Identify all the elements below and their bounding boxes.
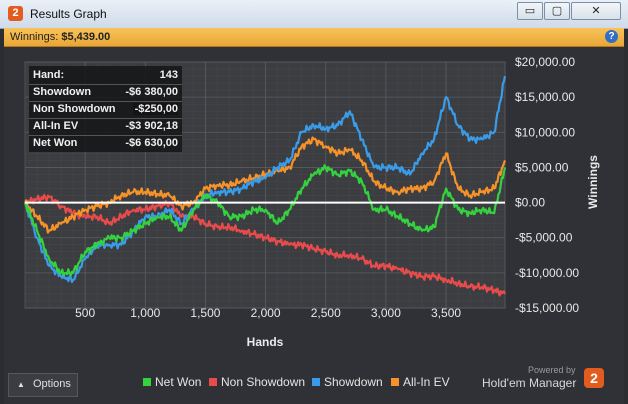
window-title: Results Graph: [30, 7, 107, 21]
divider: [29, 84, 182, 85]
series-line-net-won: [24, 164, 507, 277]
stats-label: Hand:: [33, 69, 65, 81]
x-tick-labels: 500 1,000 1,500 2,000 2,500 3,000 3,500: [75, 306, 461, 320]
x-axis-label: Hands: [247, 335, 284, 349]
stats-value: -$250,00: [132, 103, 178, 115]
restore-button[interactable]: ▢: [544, 2, 570, 20]
stats-label: Net Won: [33, 137, 78, 149]
y-tick-label: -$5,000.00: [515, 231, 573, 245]
stats-value: -$6 380,00: [125, 86, 178, 98]
stats-value: 143: [159, 69, 178, 81]
stats-label: Showdown: [33, 86, 92, 98]
stats-row-all-in-ev: All-In EV -$3 902,18: [33, 118, 178, 135]
stats-label: Non Showdown: [33, 103, 116, 115]
x-tick-label: 2,500: [311, 306, 341, 320]
legend-swatch: [312, 378, 320, 386]
y-axis-label: Winnings: [586, 155, 600, 209]
y-tick-label: $5,000.00: [515, 160, 569, 174]
brand-name: Hold'em Manager: [482, 376, 577, 390]
stats-label: All-In EV: [33, 120, 79, 132]
winnings-bar: Winnings: $5,439.00 ?: [4, 28, 624, 47]
x-tick-label: 1,000: [130, 306, 160, 320]
title-bar: 2 Results Graph ▭ ▢ ✕: [0, 0, 628, 29]
x-tick-label: 2,000: [251, 306, 281, 320]
app-icon: 2: [8, 6, 23, 21]
divider: [29, 118, 182, 119]
x-tick-label: 1,500: [190, 306, 220, 320]
winnings-value: $5,439.00: [61, 31, 111, 43]
legend-label: Net Won: [155, 375, 202, 389]
y-tick-label: -$10,000.00: [515, 266, 579, 280]
stats-value: -$6 630,00: [125, 137, 178, 149]
x-tick-label: 3,500: [431, 306, 461, 320]
y-tick-label: $10,000.00: [515, 125, 575, 139]
y-tick-labels: $20,000.00 $15,000.00 $10,000.00 $5,000.00 $…: [515, 55, 579, 315]
stats-row-showdown: Showdown -$6 380,00: [33, 84, 178, 101]
brand-logo: 2: [584, 368, 604, 388]
chevron-up-icon: ▲: [17, 380, 25, 389]
divider: [29, 101, 182, 102]
options-button[interactable]: ▲ Options: [8, 373, 78, 397]
close-button[interactable]: ✕: [571, 2, 621, 20]
x-tick-label: 3,000: [371, 306, 401, 320]
series-line-showdown: [23, 75, 507, 283]
x-tick-label: 500: [75, 306, 95, 320]
stats-row-hand: Hand: 143: [33, 67, 178, 84]
legend-label: Showdown: [324, 375, 383, 389]
minimize-button[interactable]: ▭: [517, 2, 543, 20]
legend-item-net-won[interactable]: Net Won: [143, 375, 201, 391]
divider: [29, 135, 182, 136]
y-tick-label: $20,000.00: [515, 55, 575, 69]
stats-panel: Hand: 143 Showdown -$6 380,00 Non Showdo…: [29, 66, 182, 152]
legend-swatch: [143, 378, 151, 386]
y-tick-label: $15,000.00: [515, 90, 575, 104]
legend-label: All-In EV: [403, 375, 450, 389]
legend-swatch: [209, 378, 217, 386]
y-tick-label: $0.00: [515, 196, 545, 210]
powered-by-text: Powered by: [528, 365, 576, 375]
winnings-label: Winnings:: [10, 31, 59, 43]
series-line-non-showdown: [24, 193, 507, 297]
legend-label: Non Showdown: [221, 375, 306, 389]
legend-item-non-showdown[interactable]: Non Showdown: [209, 375, 305, 391]
legend-item-showdown[interactable]: Showdown: [312, 375, 383, 391]
legend-item-all-in-ev[interactable]: All-In EV: [391, 375, 450, 391]
y-tick-label: -$15,000.00: [515, 301, 579, 315]
series-lines: [23, 75, 507, 297]
options-label: Options: [33, 378, 71, 390]
legend-swatch: [391, 378, 399, 386]
help-icon[interactable]: ?: [605, 30, 618, 43]
stats-row-net-won: Net Won -$6 630,00: [33, 135, 178, 152]
stats-row-non-showdown: Non Showdown -$250,00: [33, 101, 178, 118]
stats-value: -$3 902,18: [125, 120, 178, 132]
